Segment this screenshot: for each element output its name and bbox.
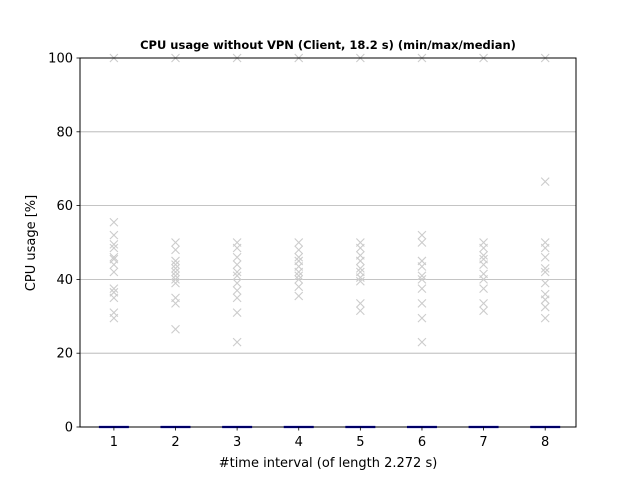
scatter-point bbox=[294, 282, 304, 292]
scatter-point bbox=[479, 284, 488, 294]
scatter-point bbox=[109, 239, 119, 249]
x-tick-label: 2 bbox=[171, 435, 179, 450]
scatter-point bbox=[540, 243, 550, 253]
x-tick-label: 5 bbox=[356, 435, 364, 450]
scatter-point bbox=[109, 267, 119, 277]
scatter-point bbox=[355, 273, 365, 282]
scatter-point bbox=[232, 286, 242, 295]
scatter-point bbox=[417, 275, 427, 284]
scatter-point bbox=[540, 267, 550, 277]
scatter-point bbox=[109, 252, 119, 262]
scatter-point bbox=[479, 298, 488, 308]
scatter-point bbox=[417, 238, 427, 247]
scatter-point bbox=[232, 278, 242, 288]
y-tick-label: 60 bbox=[56, 199, 73, 214]
scatter-point bbox=[540, 177, 550, 187]
x-tick-label: 1 bbox=[110, 435, 118, 450]
scatter-point bbox=[355, 306, 365, 316]
scatter-point bbox=[479, 243, 488, 253]
scatter-point bbox=[109, 284, 119, 294]
scatter-point bbox=[171, 256, 180, 266]
y-tick-label: 80 bbox=[56, 125, 73, 140]
scatter-point bbox=[232, 308, 242, 317]
scatter-point bbox=[540, 278, 550, 288]
scatter-point bbox=[479, 251, 488, 260]
scatter-point bbox=[232, 243, 242, 253]
scatter-point bbox=[479, 306, 488, 316]
scatter-point bbox=[294, 252, 304, 262]
scatter-point bbox=[540, 313, 550, 323]
scatter-point bbox=[540, 295, 550, 305]
y-axis: 0 20 40 60 80 100 bbox=[48, 52, 80, 436]
data-marks bbox=[98, 53, 561, 429]
scatter-point bbox=[109, 230, 119, 240]
plot-frame bbox=[79, 57, 577, 428]
scatter-point bbox=[294, 267, 304, 277]
scatter-point bbox=[232, 337, 242, 347]
scatter-point bbox=[171, 278, 180, 288]
scatter-point bbox=[171, 324, 180, 334]
scatter-point bbox=[109, 217, 119, 227]
x-tick-label: 8 bbox=[541, 435, 549, 450]
scatter-point bbox=[232, 267, 242, 277]
scatter-point bbox=[294, 238, 304, 247]
scatter-point bbox=[417, 313, 427, 323]
scatter-point bbox=[109, 260, 119, 270]
scatter-point bbox=[417, 298, 427, 308]
scatter-point bbox=[540, 302, 550, 312]
x-axis: 1 2 3 4 5 6 7 8 bbox=[110, 427, 549, 450]
scatter-point bbox=[109, 313, 119, 323]
scatter-point bbox=[355, 243, 365, 253]
scatter-point bbox=[171, 260, 180, 270]
scatter-point bbox=[355, 263, 365, 273]
scatter-point bbox=[417, 262, 427, 271]
scatter-point bbox=[417, 271, 427, 281]
scatter-point bbox=[109, 243, 119, 253]
y-axis-label: CPU usage [%] bbox=[24, 195, 39, 291]
scatter-point bbox=[540, 263, 550, 273]
scatter-point bbox=[355, 298, 365, 308]
chart-title: CPU usage without VPN (Client, 18.2 s) (… bbox=[140, 38, 516, 52]
scatter-point bbox=[171, 271, 180, 281]
y-tick-label: 0 bbox=[65, 421, 73, 436]
scatter-point bbox=[171, 298, 180, 308]
scatter-point bbox=[109, 293, 119, 303]
grid bbox=[80, 131, 576, 354]
scatter-point bbox=[171, 245, 180, 255]
scatter-point bbox=[540, 252, 550, 262]
scatter-point bbox=[232, 260, 242, 270]
scatter-point bbox=[294, 271, 304, 281]
scatter-point bbox=[294, 291, 304, 301]
scatter-point bbox=[232, 271, 242, 281]
x-axis-label: #time interval (of length 2.272 s) bbox=[219, 456, 438, 471]
scatter-point bbox=[355, 276, 365, 286]
x-tick-label: 7 bbox=[479, 435, 487, 450]
scatter-point bbox=[417, 284, 427, 294]
scatter-point bbox=[355, 256, 365, 266]
scatter-point bbox=[417, 230, 427, 240]
scatter-point bbox=[294, 245, 304, 255]
scatter-point bbox=[171, 267, 180, 277]
y-tick-label: 100 bbox=[48, 52, 73, 67]
scatter-point bbox=[171, 238, 180, 247]
scatter-point bbox=[479, 260, 488, 270]
scatter-point bbox=[232, 252, 242, 262]
y-tick-label: 20 bbox=[56, 347, 73, 362]
x-tick-label: 4 bbox=[295, 435, 303, 450]
x-tick-label: 3 bbox=[233, 435, 241, 450]
x-tick-label: 6 bbox=[418, 435, 426, 450]
scatter-point bbox=[417, 337, 427, 347]
scatter-point bbox=[294, 275, 304, 284]
scatter-point bbox=[479, 275, 488, 284]
scatter-point bbox=[232, 293, 242, 303]
scatter-point bbox=[171, 263, 180, 273]
y-tick-label: 40 bbox=[56, 273, 73, 288]
scatter-point bbox=[171, 275, 180, 284]
